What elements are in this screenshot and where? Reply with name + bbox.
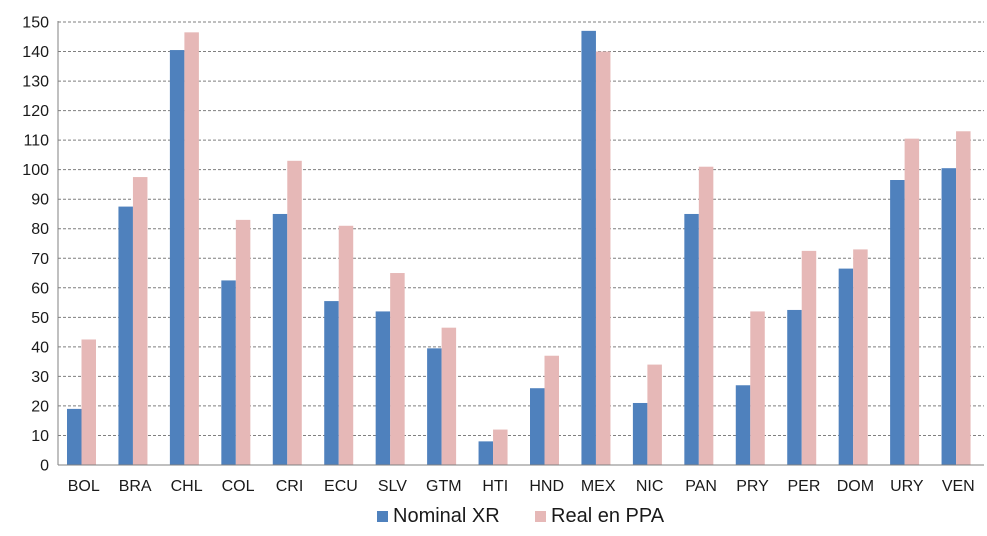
bar-nominal-xr-dom <box>838 268 854 465</box>
y-tick-label: 150 <box>22 15 49 32</box>
bar-nominal-xr-gtm <box>427 348 442 465</box>
bar-real-en-ppa-per <box>801 250 817 465</box>
x-tick-label: VEN <box>942 478 975 495</box>
x-tick-label: CRI <box>276 478 304 495</box>
bar-real-en-ppa-pan <box>698 166 714 466</box>
bar-nominal-xr-ecu <box>324 301 339 465</box>
legend-label-nominal-xr: Nominal XR <box>393 505 500 527</box>
y-tick-label: 90 <box>31 192 49 209</box>
y-tick-label: 100 <box>22 162 49 179</box>
x-tick-label: CHL <box>171 478 203 495</box>
bar-real-en-ppa-dom <box>853 249 868 465</box>
x-tick-label: URY <box>890 478 924 495</box>
bar-real-en-ppa-gtm <box>441 327 457 465</box>
legend: Nominal XR Real en PPA <box>377 505 665 527</box>
bar-nominal-xr-per <box>787 309 802 465</box>
y-tick-label: 20 <box>31 398 49 415</box>
y-tick-label: 130 <box>22 74 49 91</box>
bar-nominal-xr-hnd <box>530 388 545 465</box>
bar-real-en-ppa-bra <box>132 177 148 466</box>
bar-real-en-ppa-bol <box>81 339 96 465</box>
y-tick-label: 10 <box>31 428 49 445</box>
y-tick-label: 110 <box>23 133 49 150</box>
x-tick-label: ECU <box>324 478 358 495</box>
x-tick-label: DOM <box>837 478 874 495</box>
legend-label-real-en-ppa: Real en PPA <box>551 505 665 527</box>
bar-nominal-xr-col <box>221 280 236 465</box>
grid-lines <box>58 21 984 436</box>
x-tick-label: GTM <box>426 478 462 495</box>
bar-nominal-xr-chl <box>169 50 185 465</box>
x-tick-label: PER <box>787 478 820 495</box>
x-tick-label: PRY <box>736 478 769 495</box>
bar-real-en-ppa-hnd <box>544 355 559 465</box>
legend-swatch-real-en-ppa <box>535 511 546 522</box>
x-tick-label: HND <box>529 478 564 495</box>
legend-swatch-nominal-xr <box>377 511 388 522</box>
bar-nominal-xr-nic <box>632 402 648 465</box>
x-tick-label: SLV <box>378 478 407 495</box>
x-tick-label: COL <box>222 478 255 495</box>
bar-real-en-ppa-cri <box>287 160 302 465</box>
bar-real-en-ppa-ecu <box>338 225 354 465</box>
x-tick-label: BRA <box>119 478 152 495</box>
bar-real-en-ppa-mex <box>595 51 611 466</box>
bar-nominal-xr-bol <box>67 408 82 465</box>
bar-real-en-ppa-col <box>235 219 251 465</box>
y-tick-label: 140 <box>22 44 49 61</box>
y-tick-label: 120 <box>22 103 49 120</box>
axes <box>57 21 984 466</box>
y-tick-label: 80 <box>31 221 49 238</box>
bar-real-en-ppa-ury <box>904 138 920 465</box>
bars <box>67 30 971 466</box>
bar-real-en-ppa-hti <box>493 429 508 465</box>
bar-nominal-xr-slv <box>375 311 391 465</box>
bar-nominal-xr-hti <box>478 441 494 465</box>
bar-nominal-xr-pan <box>684 213 699 465</box>
bar-real-en-ppa-ven <box>956 131 971 466</box>
bar-nominal-xr-ven <box>941 168 957 465</box>
y-tick-label: 40 <box>31 339 49 356</box>
y-tick-labels: 0 10 20 30 40 50 60 70 80 90 100 110 120 130 140 150 <box>22 15 49 475</box>
x-tick-labels: BOL BRA CHL COL CRI ECU SLV GTM HTI HND MEX NIC PAN P… <box>68 478 975 495</box>
bar-real-en-ppa-nic <box>647 364 662 465</box>
y-tick-label: 30 <box>31 369 49 386</box>
x-tick-label: NIC <box>636 478 664 495</box>
bar-real-en-ppa-pry <box>750 311 765 465</box>
bar-nominal-xr-bra <box>118 206 133 466</box>
bar-nominal-xr-mex <box>581 30 596 466</box>
y-tick-label: 70 <box>31 251 49 268</box>
bar-real-en-ppa-slv <box>390 273 405 465</box>
bar-nominal-xr-ury <box>890 180 905 465</box>
x-tick-label: HTI <box>482 478 508 495</box>
bar-real-en-ppa-chl <box>184 32 199 465</box>
bar-nominal-xr-cri <box>272 213 288 465</box>
bar-nominal-xr-pry <box>735 385 751 465</box>
x-tick-label: BOL <box>68 478 100 495</box>
y-tick-label: 0 <box>40 458 49 475</box>
y-tick-label: 60 <box>31 280 49 297</box>
y-tick-label: 50 <box>31 310 49 327</box>
x-tick-label: MEX <box>581 478 616 495</box>
x-tick-label: PAN <box>685 478 717 495</box>
